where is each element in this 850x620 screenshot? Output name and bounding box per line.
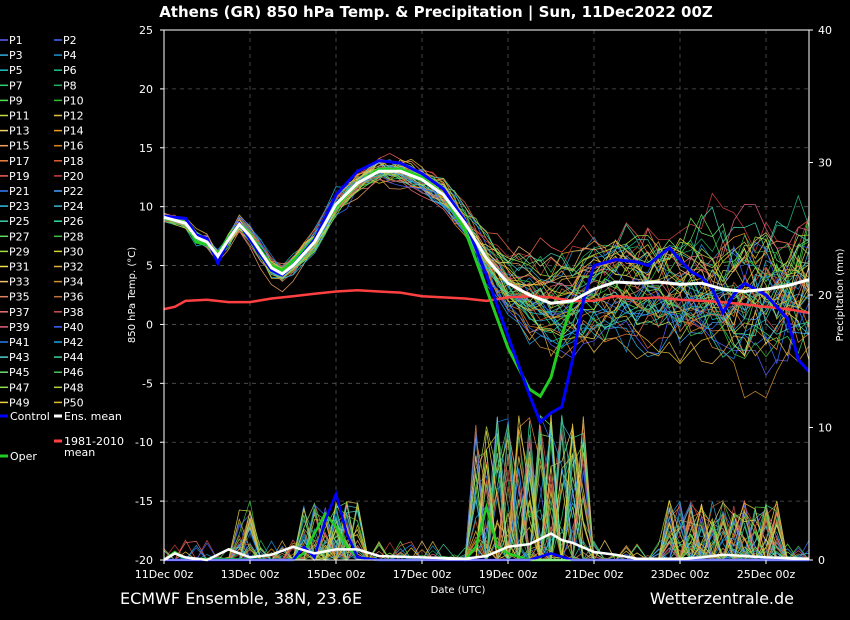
legend-entry: P6 — [63, 64, 77, 77]
y-axis-label: 850 hPa Temp. (°C) — [127, 247, 138, 343]
legend-entry: P15 — [9, 140, 30, 153]
y-tick-label: -5 — [142, 377, 153, 390]
y2-axis-label: Precipitation (mm) — [835, 248, 846, 341]
legend-entry: P31 — [9, 261, 30, 274]
legend-entry: P1 — [9, 34, 23, 47]
member-temp-line — [163, 157, 810, 306]
legend-entry: P33 — [9, 276, 30, 289]
legend-entry: P10 — [63, 94, 84, 107]
x-axis: 11Dec 00z 13Dec 00z 15Dec 00z 17Dec 00z 19De… — [135, 560, 796, 581]
legend-entry: P41 — [9, 336, 30, 349]
control-precip-line — [164, 489, 809, 562]
y2-tick-label: 10 — [818, 422, 832, 435]
y-tick-label: -20 — [135, 554, 153, 567]
member-temp-line — [163, 160, 810, 277]
legend-entry: P26 — [63, 215, 84, 228]
legend: P1 P2 P3 P4 P5 P6 P7 P8 P9 P10 P11 P12 P13 P14 P15 P16 P… — [0, 34, 124, 463]
mean-temp-line — [163, 169, 810, 305]
footer-source: ECMWF Ensemble, 38N, 23.6E — [120, 589, 362, 608]
footer-site: Wetterzentrale.de — [650, 589, 794, 608]
legend-entry: P40 — [63, 321, 84, 334]
y-tick-label: 15 — [139, 142, 153, 155]
legend-entry: P50 — [63, 396, 84, 409]
y2-tick-label: 20 — [818, 289, 832, 302]
legend-entry: P32 — [63, 261, 84, 274]
x-axis-label: Date (UTC) — [431, 585, 486, 596]
legend-entry: P13 — [9, 125, 30, 138]
y-axis-left: 25 20 15 10 5 0 -5 -10 -15 -20 — [135, 24, 164, 567]
legend-entry: P27 — [9, 230, 30, 243]
legend-entry: P49 — [9, 396, 30, 409]
legend-entry: P11 — [9, 110, 30, 123]
member-temp-line — [163, 158, 810, 365]
legend-entry: P38 — [63, 306, 84, 319]
x-tick-label: 25Dec 00z — [737, 568, 796, 581]
legend-entry: P48 — [63, 381, 84, 394]
legend-entry-control: Control — [10, 410, 50, 423]
legend-entry-oper: Oper — [10, 450, 37, 463]
legend-entry: P36 — [63, 291, 84, 304]
legend-entry: P19 — [9, 170, 30, 183]
legend-entry: P17 — [9, 155, 30, 168]
legend-entry: P7 — [9, 79, 23, 92]
legend-entry: P3 — [9, 49, 23, 62]
legend-entry: P24 — [63, 200, 84, 213]
member-temp-line — [163, 172, 810, 333]
legend-entry: P42 — [63, 336, 84, 349]
y-tick-label: 5 — [146, 260, 153, 273]
legend-entry: P29 — [9, 245, 30, 258]
member-temp-line — [163, 165, 810, 360]
y-tick-label: 20 — [139, 83, 153, 96]
legend-entry: P47 — [9, 381, 30, 394]
legend-entry: P43 — [9, 351, 30, 364]
x-tick-label: 15Dec 00z — [307, 568, 366, 581]
legend-entry: P2 — [63, 34, 77, 47]
y-tick-label: -15 — [135, 495, 153, 508]
chart-title: Athens (GR) 850 hPa Temp. & Precipitatio… — [159, 3, 713, 22]
y-tick-label: -10 — [135, 436, 153, 449]
legend-entry: P39 — [9, 321, 30, 334]
mean-precip-line — [163, 532, 810, 562]
y2-tick-label: 0 — [818, 554, 825, 567]
legend-entry: P22 — [63, 185, 84, 198]
y-axis-right: 40 30 20 10 0 — [809, 24, 832, 567]
x-tick-label: 23Dec 00z — [651, 568, 710, 581]
main-series — [163, 159, 811, 562]
y-tick-label: 25 — [139, 24, 153, 37]
legend-entry-mean: Ens. mean — [64, 410, 122, 423]
x-tick-label: 21Dec 00z — [565, 568, 624, 581]
x-tick-label: 11Dec 00z — [135, 568, 194, 581]
x-tick-label: 19Dec 00z — [479, 568, 538, 581]
x-tick-label: 13Dec 00z — [221, 568, 280, 581]
legend-entry: P12 — [63, 110, 84, 123]
x-tick-label: 17Dec 00z — [393, 568, 452, 581]
legend-entry: P30 — [63, 245, 84, 258]
y-tick-label: 10 — [139, 201, 153, 214]
legend-entry-climate: 1981-2010 mean — [64, 435, 124, 459]
legend-entry: P35 — [9, 291, 30, 304]
legend-entry: P16 — [63, 140, 84, 153]
legend-entry: P20 — [63, 170, 84, 183]
legend-entry: P21 — [9, 185, 30, 198]
legend-entry: P18 — [63, 155, 84, 168]
legend-entry: P45 — [9, 366, 30, 379]
climate-temp-line — [163, 289, 810, 314]
legend-entry: P5 — [9, 64, 23, 77]
legend-entry: P44 — [63, 351, 84, 364]
legend-entry: P9 — [9, 94, 23, 107]
legend-entry: P14 — [63, 125, 84, 138]
legend-entry: P4 — [63, 49, 77, 62]
y-tick-label: 0 — [146, 318, 153, 331]
legend-entry: P25 — [9, 215, 30, 228]
legend-entry: P23 — [9, 200, 30, 213]
legend-entry: P37 — [9, 306, 30, 319]
legend-entry: P34 — [63, 276, 84, 289]
y2-tick-label: 30 — [818, 157, 832, 170]
legend-entry: P46 — [63, 366, 84, 379]
y2-tick-label: 40 — [818, 24, 832, 37]
legend-entry: P8 — [63, 79, 77, 92]
member-temp-line — [163, 168, 810, 320]
legend-entry: P28 — [63, 230, 84, 243]
